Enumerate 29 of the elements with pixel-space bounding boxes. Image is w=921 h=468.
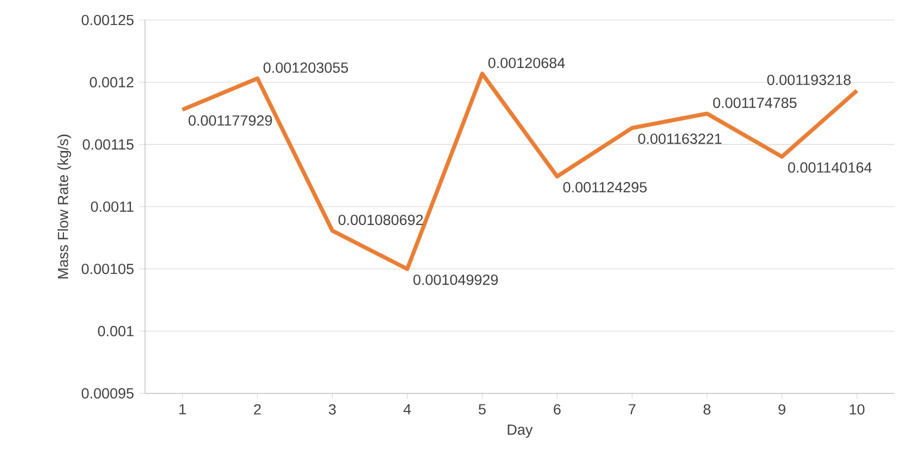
x-tick-label: 3	[328, 404, 336, 415]
x-tick-label: 10	[850, 404, 864, 415]
data-label: 0.001163221	[638, 134, 722, 144]
data-label: 0.001174785	[713, 98, 797, 108]
data-label: 0.001193218	[767, 74, 851, 86]
x-tick-label: 7	[628, 404, 636, 414]
y-tick-label: 0.001	[98, 326, 134, 336]
y-tick-label: 0.00125	[82, 14, 134, 26]
x-tick-label: 9	[778, 404, 786, 415]
data-label: 0.001140164	[788, 162, 872, 173]
y-tick-label: 0.0012	[90, 77, 134, 88]
y-axis-title: Mass Flow Rate (kg/s)	[57, 134, 72, 278]
y-tick-label: 0.0011	[90, 201, 134, 212]
x-axis-title: Day	[508, 424, 533, 438]
data-label: 0.001203055	[264, 62, 348, 73]
y-tick-label: 0.00105	[82, 264, 134, 274]
data-label: 0.001177929	[188, 115, 272, 126]
data-label: 0.00120684	[488, 58, 565, 68]
data-label: 0.001049929	[413, 274, 498, 285]
x-tick-label: 1	[180, 404, 186, 414]
x-tick-label: 4	[404, 404, 411, 414]
x-tick-label: 8	[704, 404, 710, 415]
x-tick-label: 2	[254, 404, 261, 414]
data-label: 0.001124295	[563, 182, 647, 192]
data-label: 0.001080692	[338, 214, 423, 226]
x-tick-label: 6	[554, 404, 561, 415]
y-tick-label: 0.00095	[82, 388, 134, 399]
y-tick-label: 0.00115	[82, 139, 134, 150]
x-tick-label: 5	[478, 404, 486, 414]
